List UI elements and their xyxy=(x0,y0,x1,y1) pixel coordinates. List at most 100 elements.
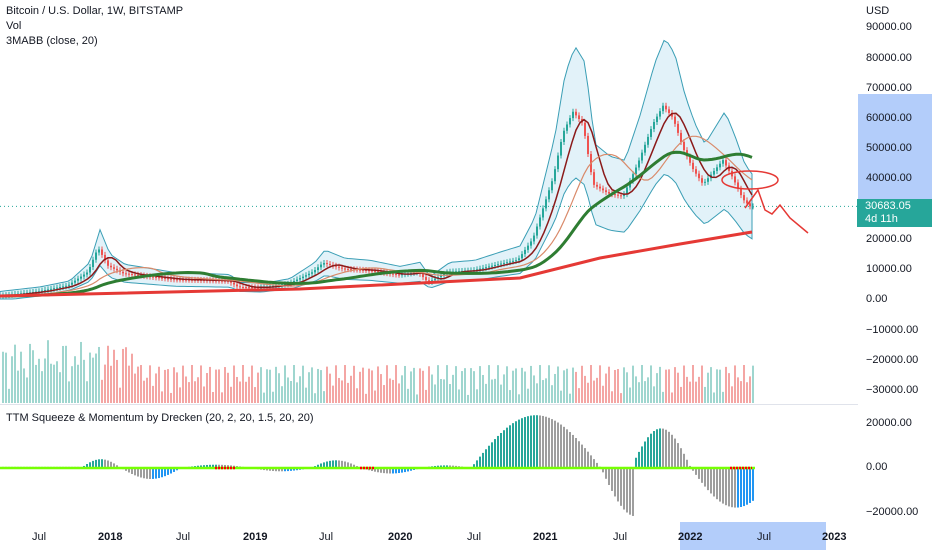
volume-bar xyxy=(104,364,106,403)
ma-medium-line xyxy=(0,135,753,297)
candle-body xyxy=(86,272,88,275)
momentum-bar xyxy=(725,468,727,506)
volume-bar xyxy=(371,370,373,403)
momentum-bar xyxy=(539,415,541,468)
momentum-bar xyxy=(701,468,703,483)
volume-bar xyxy=(218,369,220,403)
momentum-bar xyxy=(95,459,97,468)
momentum-bar xyxy=(716,468,718,500)
candle-body xyxy=(242,286,244,288)
price-axis[interactable]: USD 90000.00 80000.00 70000.00 60000.00 … xyxy=(858,0,932,550)
candle-body xyxy=(44,290,46,292)
volume-bar xyxy=(443,379,445,403)
volume-bar xyxy=(728,373,730,403)
volume-bar xyxy=(425,389,427,403)
candle-body xyxy=(125,273,127,275)
volume-bar xyxy=(506,366,508,403)
candle-body xyxy=(98,249,100,253)
momentum-bar xyxy=(326,461,328,468)
volume-bar xyxy=(746,382,748,403)
volume-bar xyxy=(485,383,487,403)
volume-bar xyxy=(44,358,46,403)
momentum-bar xyxy=(620,468,622,506)
volume-bar xyxy=(629,387,631,403)
candle-body xyxy=(236,284,238,287)
price-tick: 70000.00 xyxy=(866,82,912,94)
volume-bar xyxy=(656,373,658,403)
volume-bar xyxy=(413,367,415,403)
volume-bar xyxy=(146,377,148,403)
volume-bar xyxy=(707,372,709,403)
candle-body xyxy=(479,268,481,270)
volume-bar xyxy=(638,382,640,403)
volume-bar xyxy=(182,365,184,403)
candle-body xyxy=(47,289,49,291)
candle-body xyxy=(395,274,397,276)
candle-body xyxy=(179,279,181,281)
time-label-jul: Jul xyxy=(467,531,482,543)
momentum-bar xyxy=(674,438,676,468)
candle-body xyxy=(377,271,379,273)
candle-body xyxy=(512,260,514,262)
time-axis[interactable] xyxy=(0,522,858,550)
volume-bar xyxy=(56,361,58,403)
momentum-bar xyxy=(353,464,355,468)
volume-bar xyxy=(269,369,271,403)
volume-bar xyxy=(59,372,61,403)
volume-legend: Vol xyxy=(6,20,22,32)
candle-body xyxy=(734,176,736,183)
momentum-bar xyxy=(536,415,538,468)
candle-body xyxy=(500,263,502,265)
volume-bar xyxy=(101,379,103,403)
price-chart[interactable] xyxy=(0,0,858,550)
volume-bar xyxy=(338,377,340,403)
time-label-2022: 2022 xyxy=(678,531,703,543)
volume-bar xyxy=(650,365,652,403)
volume-bar xyxy=(701,365,703,403)
candle-body xyxy=(113,267,115,269)
volume-bar xyxy=(158,366,160,403)
momentum-bar xyxy=(332,460,334,468)
volume-bar xyxy=(233,365,235,403)
volume-bar xyxy=(350,375,352,403)
momentum-bar xyxy=(173,468,175,472)
volume-bar xyxy=(512,370,514,403)
candle-body xyxy=(497,264,499,266)
volume-bar xyxy=(722,391,724,403)
candle-body xyxy=(584,122,586,136)
momentum-bar xyxy=(395,468,397,474)
candle-body xyxy=(302,276,304,279)
volume-bar xyxy=(416,394,418,403)
volume-bar xyxy=(551,385,553,403)
candle-body xyxy=(137,274,139,276)
volume-bar xyxy=(149,365,151,403)
candle-body xyxy=(485,267,487,269)
candle-body xyxy=(614,194,616,196)
volume-bar xyxy=(302,365,304,403)
volume-bar xyxy=(644,381,646,403)
candle-body xyxy=(677,123,679,133)
candle-body xyxy=(539,217,541,227)
volume-bar xyxy=(698,376,700,403)
momentum-bar xyxy=(491,442,493,468)
candle-body xyxy=(557,155,559,170)
candle-body xyxy=(719,163,721,168)
volume-bar xyxy=(323,391,325,403)
momentum-bar xyxy=(569,432,571,468)
momentum-bar xyxy=(521,418,523,468)
volume-bar xyxy=(686,376,688,403)
time-highlight-band xyxy=(680,522,826,550)
candle-body xyxy=(458,271,460,273)
momentum-bar xyxy=(734,468,736,508)
candle-body xyxy=(245,287,247,289)
volume-bar xyxy=(200,365,202,403)
momentum-bar xyxy=(401,468,403,473)
momentum-bar xyxy=(530,415,532,468)
candle-body xyxy=(425,277,427,281)
momentum-bar xyxy=(209,464,211,468)
volume-bar xyxy=(680,386,682,403)
momentum-bar xyxy=(152,468,154,479)
momentum-bar xyxy=(110,461,112,468)
volume-bar xyxy=(2,351,4,403)
momentum-bar xyxy=(398,468,400,474)
